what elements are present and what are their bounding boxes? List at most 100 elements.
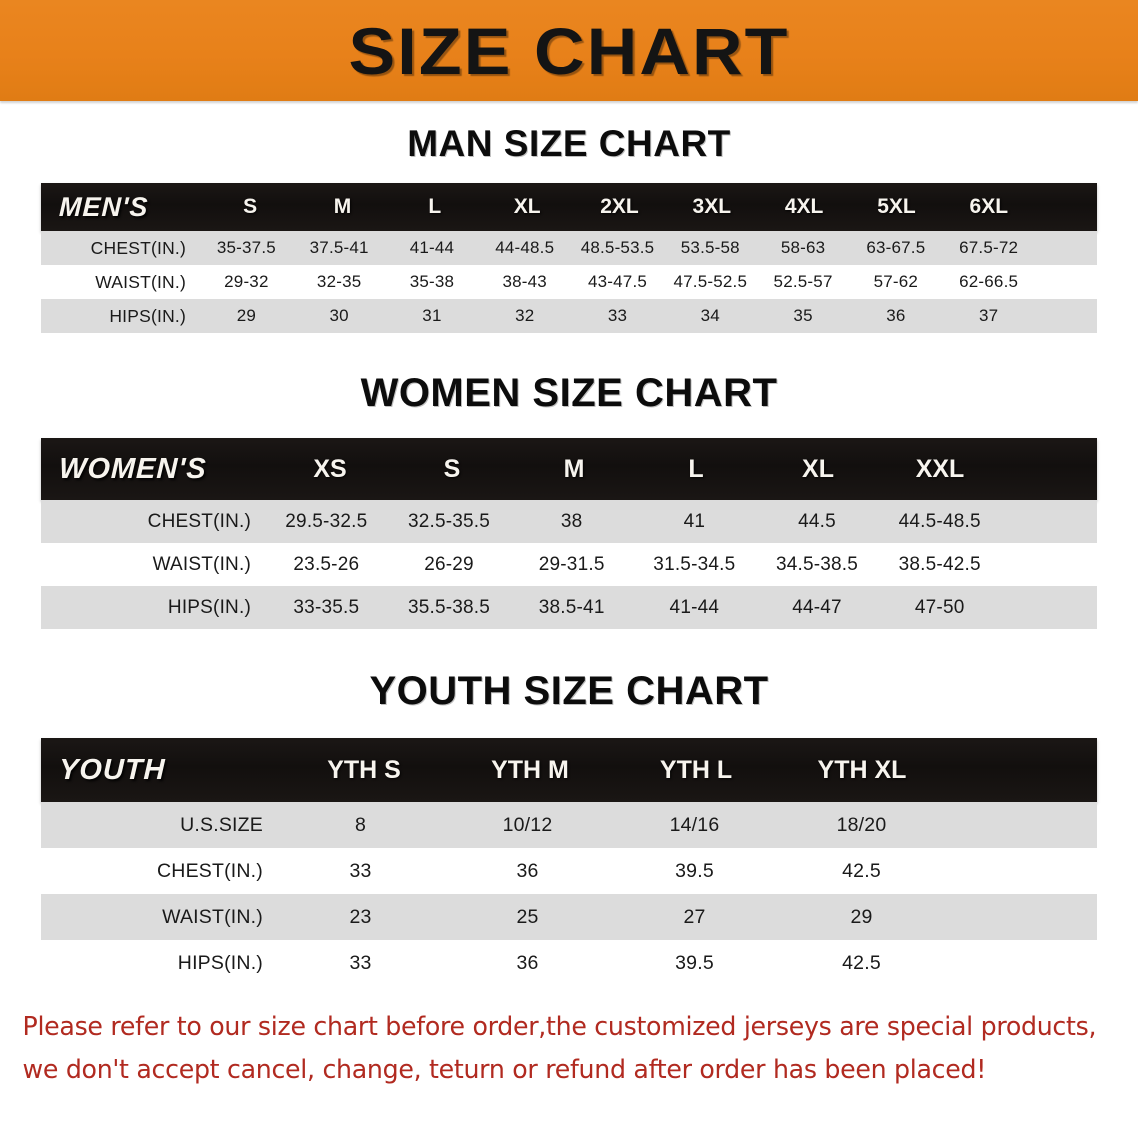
women-col-header-0: XS xyxy=(313,454,347,483)
women-row-label-chest: CHEST(IN.) xyxy=(147,510,251,532)
women-size-table: WOMEN'S XS S M L XL XXL CHEST(IN.) 29.5-… xyxy=(41,438,1097,629)
women-hips-xs: 33-35.5 xyxy=(293,596,360,618)
men-waist-s: 29-32 xyxy=(224,272,269,291)
women-waist-xl: 34.5-38.5 xyxy=(775,553,859,575)
women-col-header-4: XL xyxy=(802,454,834,483)
men-col-header-0: S xyxy=(243,195,258,218)
women-hips-s: 35.5-38.5 xyxy=(407,596,491,618)
men-size-table: MEN'S S M L XL 2XL 3XL 4XL 5XL 6XL CHEST… xyxy=(41,183,1097,333)
table-row: U.S.SIZE 8 10/12 14/16 18/20 xyxy=(41,802,1097,848)
men-size-chart-section: MAN SIZE CHART MEN'S S M L XL 2XL 3XL 4X… xyxy=(0,101,1138,333)
youth-hips-ythl: 39.5 xyxy=(675,951,714,974)
men-chest-6xl: 67.5-72 xyxy=(959,238,1019,257)
women-chest-m: 38 xyxy=(560,510,583,532)
women-col-header-3: L xyxy=(688,454,704,483)
women-hips-l: 41-44 xyxy=(669,596,720,618)
youth-row-label-chest: CHEST(IN.) xyxy=(157,859,263,882)
youth-row-label-waist: WAIST(IN.) xyxy=(162,905,263,928)
women-waist-l: 31.5-34.5 xyxy=(653,553,736,575)
table-row: CHEST(IN.) 35-37.5 37.5-41 41-44 44-48.5… xyxy=(41,231,1097,265)
youth-chest-ythm: 36 xyxy=(516,859,539,882)
women-section-title: WOMEN SIZE CHART xyxy=(360,371,778,415)
women-col-header-2: M xyxy=(563,454,585,483)
men-col-header-5: 3XL xyxy=(692,195,732,218)
youth-size-chart-section: YOUTH SIZE CHART YOUTH YTH S YTH M YTH L… xyxy=(0,629,1138,986)
women-hips-m: 38.5-41 xyxy=(538,596,605,618)
youth-ussize-ythl: 14/16 xyxy=(669,813,720,836)
youth-col-header-2: YTH L xyxy=(659,755,733,784)
women-waist-s: 26-29 xyxy=(424,553,474,575)
men-chest-l: 41-44 xyxy=(409,238,455,257)
women-table-header-row: WOMEN'S XS S M L XL XXL xyxy=(41,438,1097,500)
men-waist-xl: 38-43 xyxy=(502,272,547,291)
women-waist-m: 29-31.5 xyxy=(538,553,605,575)
youth-waist-ythm: 25 xyxy=(516,905,539,928)
men-row-label-chest: CHEST(IN.) xyxy=(90,237,186,258)
youth-col-header-1: YTH M xyxy=(491,755,569,784)
men-col-header-7: 5XL xyxy=(877,195,916,218)
table-row: HIPS(IN.) 33 36 39.5 42.5 xyxy=(41,940,1097,986)
youth-size-table: YOUTH YTH S YTH M YTH L YTH XL U.S.SIZE … xyxy=(41,738,1097,986)
table-row: CHEST(IN.) 29.5-32.5 32.5-35.5 38 41 44.… xyxy=(41,500,1097,543)
men-waist-3xl: 47.5-52.5 xyxy=(673,272,748,291)
men-waist-2xl: 43-47.5 xyxy=(587,272,648,291)
men-hips-3xl: 34 xyxy=(700,306,720,325)
men-hips-s: 29 xyxy=(236,306,257,325)
table-row: WAIST(IN.) 29-32 32-35 35-38 38-43 43-47… xyxy=(41,265,1097,299)
youth-hips-yths: 33 xyxy=(349,951,372,974)
youth-waist-ythxl: 29 xyxy=(850,905,873,928)
table-row: WAIST(IN.) 23.5-26 26-29 29-31.5 31.5-34… xyxy=(41,543,1097,586)
men-col-header-6: 4XL xyxy=(784,195,824,218)
youth-ussize-ythxl: 18/20 xyxy=(836,813,887,836)
table-row: WAIST(IN.) 23 25 27 29 xyxy=(41,894,1097,940)
order-policy-note-line-1: Please refer to our size chart before or… xyxy=(22,1012,1097,1042)
women-row-label-hips: HIPS(IN.) xyxy=(167,596,251,618)
table-row: HIPS(IN.) 29 30 31 32 33 34 35 36 37 xyxy=(41,299,1097,333)
men-hips-6xl: 37 xyxy=(978,306,999,325)
men-chest-4xl: 58-63 xyxy=(780,238,826,257)
men-hips-5xl: 36 xyxy=(886,306,906,325)
men-hips-2xl: 33 xyxy=(607,306,628,325)
women-chest-l: 41 xyxy=(683,510,706,532)
youth-row-label-ussize: U.S.SIZE xyxy=(180,813,263,836)
youth-row-label-hips: HIPS(IN.) xyxy=(177,951,263,974)
women-col-header-1: S xyxy=(443,454,461,483)
youth-section-title: YOUTH SIZE CHART xyxy=(369,669,769,713)
men-waist-6xl: 62-66.5 xyxy=(959,272,1019,291)
men-row-label-waist: WAIST(IN.) xyxy=(95,271,186,292)
men-hips-4xl: 35 xyxy=(793,306,813,325)
men-hips-xl: 32 xyxy=(515,306,535,325)
men-col-header-3: XL xyxy=(513,195,541,218)
women-waist-xxl: 38.5-42.5 xyxy=(898,553,981,575)
youth-chest-yths: 33 xyxy=(349,859,372,882)
men-chest-5xl: 63-67.5 xyxy=(866,238,926,257)
men-waist-l: 35-38 xyxy=(409,272,455,291)
page-banner: SIZE CHART xyxy=(0,0,1138,101)
men-hips-l: 31 xyxy=(422,306,442,325)
women-row-label-waist: WAIST(IN.) xyxy=(152,553,251,575)
men-chest-m: 37.5-41 xyxy=(309,238,369,257)
women-chest-xxl: 44.5-48.5 xyxy=(898,510,981,532)
youth-corner-label: YOUTH xyxy=(58,753,167,786)
women-corner-label: WOMEN'S xyxy=(58,452,208,485)
women-hips-xl: 44-47 xyxy=(792,596,842,618)
men-corner-label: MEN'S xyxy=(58,191,149,222)
youth-hips-ythxl: 42.5 xyxy=(842,951,881,974)
women-waist-xs: 23.5-26 xyxy=(293,553,360,575)
youth-ussize-yths: 8 xyxy=(354,813,367,836)
men-hips-m: 30 xyxy=(329,306,349,325)
order-policy-note: Please refer to our size chart before or… xyxy=(23,1006,1116,1092)
youth-waist-ythl: 27 xyxy=(683,905,706,928)
men-waist-4xl: 52.5-57 xyxy=(773,272,833,291)
youth-hips-ythm: 36 xyxy=(516,951,539,974)
men-col-header-1: M xyxy=(333,195,352,218)
youth-col-header-3: YTH XL xyxy=(817,755,907,784)
men-col-header-8: 6XL xyxy=(969,195,1009,218)
men-chest-s: 35-37.5 xyxy=(216,238,276,257)
youth-table-header-row: YOUTH YTH S YTH M YTH L YTH XL xyxy=(41,738,1097,802)
women-chest-xs: 29.5-32.5 xyxy=(285,510,368,532)
men-col-header-2: L xyxy=(428,195,442,218)
women-chest-s: 32.5-35.5 xyxy=(407,510,491,532)
men-chest-xl: 44-48.5 xyxy=(495,238,555,257)
youth-chest-ythl: 39.5 xyxy=(675,859,714,882)
